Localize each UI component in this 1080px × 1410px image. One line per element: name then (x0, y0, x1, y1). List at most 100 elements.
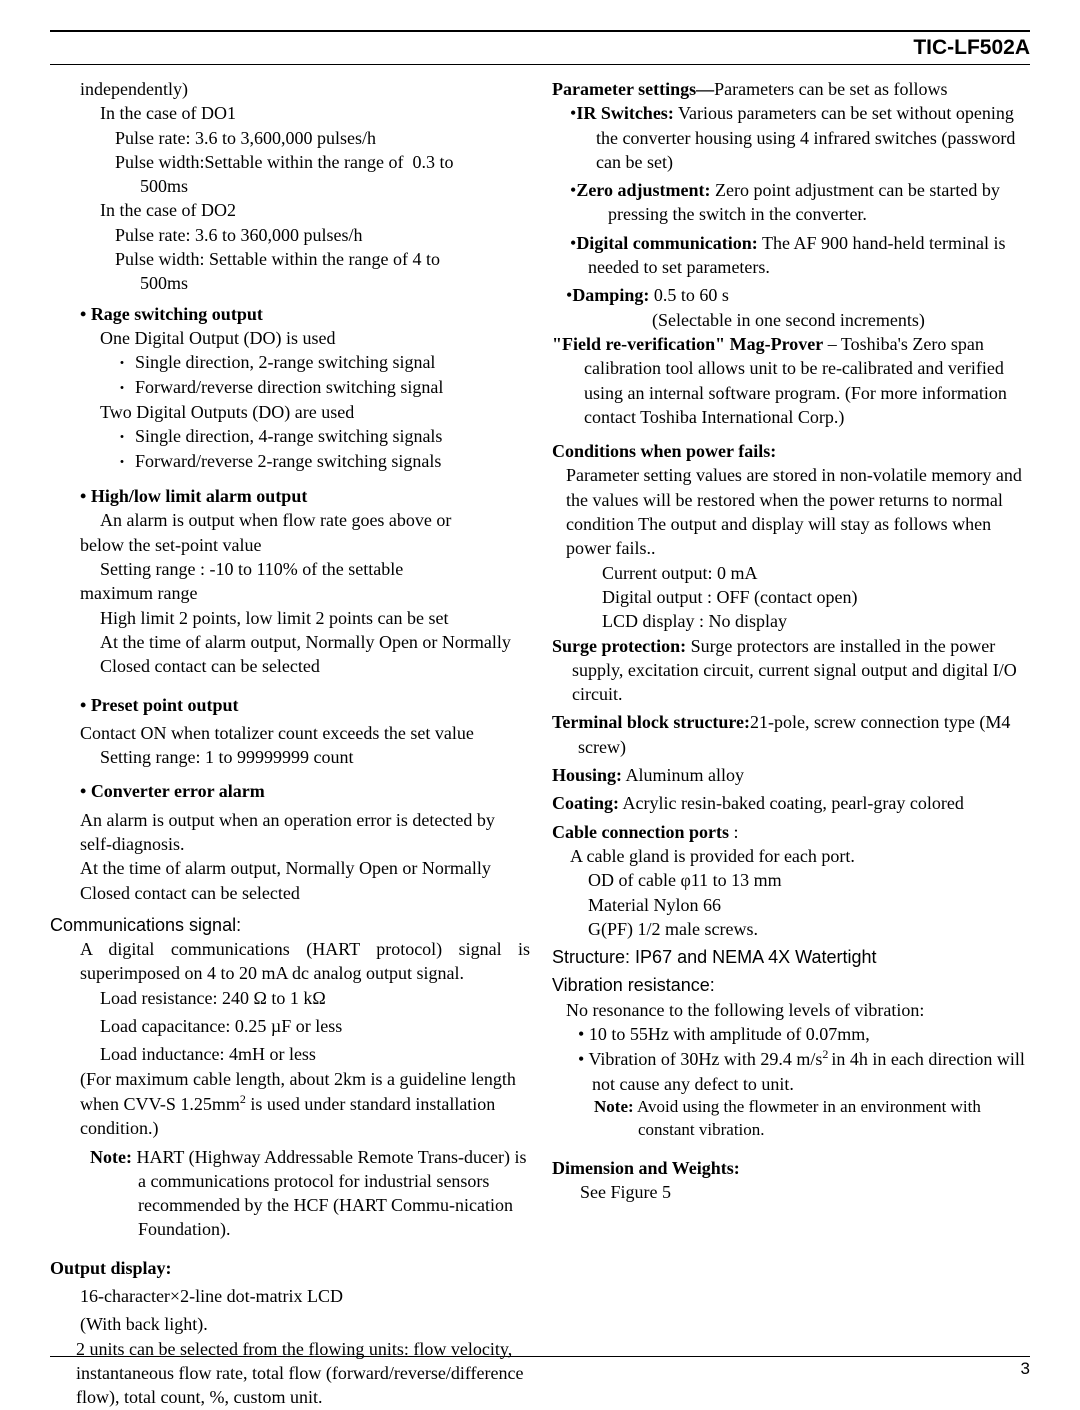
text-line: below the set-point value (50, 533, 530, 557)
text-line: No resonance to the following levels of … (552, 998, 1030, 1022)
text-line: An alarm is output when an operation err… (50, 808, 530, 857)
note-label: Note: (90, 1147, 132, 1167)
zero-block: •Zero adjustment: Zero point adjustment … (552, 178, 1030, 227)
content-columns: independently) In the case of DO1 Pulse … (50, 77, 1030, 1410)
text-line: In the case of DO1 (50, 101, 530, 125)
list-item: ・ Single direction, 4-range switching sig… (50, 424, 530, 449)
text-line: In the case of DO2 (50, 198, 530, 222)
text-span: Single direction, 2-range switching sign… (135, 352, 435, 372)
note-block: Note: HART (Highway Addressable Remote T… (50, 1145, 530, 1242)
term-head: Terminal block structure: (552, 712, 750, 732)
coating-block: Coating: Acrylic resin-baked coating, pe… (552, 791, 1030, 815)
text-line: 500ms (50, 174, 530, 198)
term-block: Terminal block structure:21-pole, screw … (552, 710, 1030, 759)
text-line: At the time of alarm output, Normally Op… (50, 856, 530, 905)
page-header: TIC-LF502A (50, 30, 1030, 65)
note-label: Note: (594, 1097, 634, 1116)
struct-head: Structure: (552, 947, 630, 967)
text-span: Forward/reverse 2-range switching signal… (135, 451, 441, 471)
text-line: At the time of alarm output, Normally Op… (50, 630, 530, 679)
damp-text: 0.5 to 60 s (654, 285, 729, 305)
page-footer: 3 (50, 1356, 1030, 1379)
heading-text: Rage switching output (91, 304, 263, 324)
heading-text: High/low limit alarm output (91, 486, 308, 506)
text-line: (For maximum cable length, about 2km is … (50, 1067, 530, 1141)
text-line: Pulse rate: 3.6 to 3,600,000 pulses/h (50, 126, 530, 150)
text-span: Single direction, 4-range switching sign… (135, 426, 442, 446)
text-line: Setting range: 1 to 99999999 count (50, 745, 530, 769)
text-line: (With back light). (50, 1312, 530, 1336)
text-line: Pulse width: Settable within the range o… (50, 247, 530, 271)
coating-text: Acrylic resin-baked coating, pearl-gray … (623, 793, 964, 813)
text-span: Forward/reverse direction switching sign… (135, 377, 443, 397)
text-line: Load resistance: 240 Ω to 1 kΩ (50, 986, 530, 1010)
right-column: Parameter settings—Parameters can be set… (552, 77, 1030, 1410)
preset-heading: • Preset point output (50, 693, 530, 717)
param-head: Parameter settings— (552, 79, 714, 99)
struct-text: IP67 and NEMA 4X Watertight (635, 947, 876, 967)
bullet-dot-icon: ・ (115, 431, 129, 446)
text-span: Pulse width:Settable within the range of… (115, 152, 453, 172)
housing-block: Housing: Aluminum alloy (552, 763, 1030, 787)
header-title: TIC-LF502A (913, 36, 1030, 59)
text-line: Digital output : OFF (contact open) (552, 585, 1030, 609)
param-line: Parameter settings—Parameters can be set… (552, 77, 1030, 101)
coating-head: Coating: (552, 793, 619, 813)
cond-text: Parameter setting values are stored in n… (552, 463, 1030, 560)
text-span: 10 to 55Hz with amplitude of 0.07mm, (589, 1024, 870, 1044)
text-line: A cable gland is provided for each port. (552, 844, 1030, 868)
text-line: Pulse width:Settable within the range of… (50, 150, 530, 174)
surge-head: Surge protection: (552, 636, 686, 656)
text-line: See Figure 5 (552, 1180, 1030, 1204)
list-item: • 10 to 55Hz with amplitude of 0.07mm, (552, 1022, 1030, 1046)
damp-block: •Damping: 0.5 to 60 s (552, 283, 1030, 307)
list-item: • Vibration of 30Hz with 29.4 m/s2 in 4h… (552, 1046, 1030, 1096)
text-line: Two Digital Outputs (DO) are used (50, 400, 530, 424)
housing-text: Aluminum alloy (626, 765, 745, 785)
text-line: High limit 2 points, low limit 2 points … (50, 606, 530, 630)
text-line: Load inductance: 4mH or less (50, 1042, 530, 1066)
cond-heading: Conditions when power fails: (552, 439, 1030, 463)
text-line: independently) (50, 77, 530, 101)
converr-heading: • Converter error alarm (50, 779, 530, 803)
housing-head: Housing: (552, 765, 622, 785)
text-line: Contact ON when totalizer count exceeds … (50, 721, 530, 745)
highlow-heading: • High/low limit alarm output (50, 484, 530, 508)
text-line: Material Nylon 66 (552, 893, 1030, 917)
zero-head: Zero adjustment: (576, 180, 710, 200)
comm-heading: Communications signal: (50, 913, 530, 937)
bullet-dot-icon: ・ (115, 382, 129, 397)
ir-head: IR Switches: (576, 103, 674, 123)
rage-heading: • Rage switching output (50, 302, 530, 326)
text-line: LCD display : No display (552, 609, 1030, 633)
heading-text: Preset point output (91, 695, 239, 715)
vib-heading: Vibration resistance: (552, 973, 1030, 997)
text-line: 500ms (50, 271, 530, 295)
text-line: A digital communications (HART protocol)… (50, 937, 530, 986)
damp-head: Damping: (572, 285, 649, 305)
text-line: OD of cable φ11 to 13 mm (552, 868, 1030, 892)
text-line: 16-character×2-line dot-matrix LCD (50, 1284, 530, 1308)
list-item: ・Forward/reverse 2-range switching signa… (50, 449, 530, 474)
left-column: independently) In the case of DO1 Pulse … (50, 77, 530, 1410)
surge-block: Surge protection: Surge protectors are i… (552, 634, 1030, 707)
text-line: One Digital Output (DO) is used (50, 326, 530, 350)
digcom-head: Digital communication: (576, 233, 758, 253)
text-line: G(PF) 1/2 male screws. (552, 917, 1030, 941)
text-line: Setting range : -10 to 110% of the setta… (50, 557, 530, 581)
digcom-block: •Digital communication: The AF 900 hand-… (552, 231, 1030, 280)
cable-head-text: Cable connection ports (552, 822, 729, 842)
text-span: Vibration of 30Hz with 29.4 m/s (588, 1049, 822, 1069)
text-line: maximum range (50, 581, 530, 605)
list-item: ・Single direction, 2-range switching sig… (50, 350, 530, 375)
output-heading: Output display: (50, 1256, 530, 1280)
text-line: Current output: 0 mA (552, 561, 1030, 585)
note-text: HART (Highway Addressable Remote Trans-d… (136, 1147, 526, 1240)
cable-heading: Cable connection ports : (552, 820, 1030, 844)
field-block: "Field re-verification" Mag-Prover – Tos… (552, 332, 1030, 429)
struct-block: Structure: IP67 and NEMA 4X Watertight (552, 945, 1030, 969)
note-text: Avoid using the flowmeter in an environm… (637, 1097, 981, 1139)
text-line: Pulse rate: 3.6 to 360,000 pulses/h (50, 223, 530, 247)
damp-sub: (Selectable in one second increments) (552, 308, 1030, 332)
text-line: Load capacitance: 0.25 µF or less (50, 1014, 530, 1038)
